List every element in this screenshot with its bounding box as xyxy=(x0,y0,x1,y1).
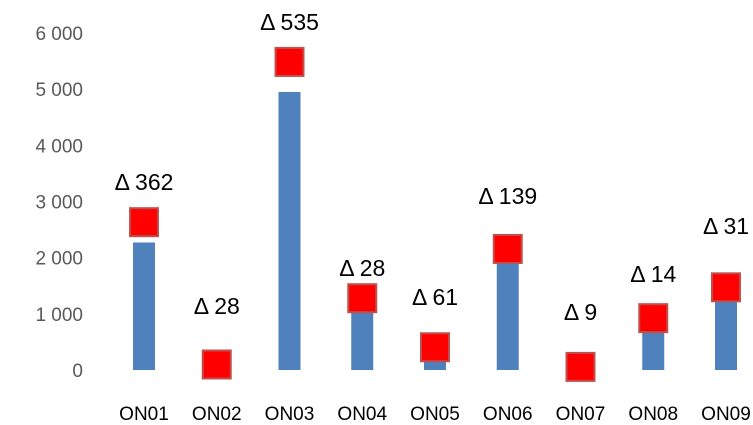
x-axis-labels: ON01 ON02 ON03 ON04 ON05 ON06 ON07 ON08 ON09 xyxy=(119,404,751,425)
delta-data-label: Δ 14 xyxy=(630,261,676,287)
x-category-label: ON04 xyxy=(337,404,387,425)
delta-data-label: Δ 61 xyxy=(412,284,458,310)
marker-point xyxy=(492,233,523,264)
bar xyxy=(496,260,519,370)
marker-point xyxy=(711,272,741,303)
y-axis-ticks: 0 1 000 2 000 3 000 4 000 5 000 6 000 xyxy=(35,24,83,382)
x-category-label: ON03 xyxy=(265,404,315,425)
x-category-label: ON05 xyxy=(410,404,460,425)
y-tick-label: 3 000 xyxy=(35,193,83,214)
x-category-label: ON01 xyxy=(119,404,169,425)
x-category-label: ON02 xyxy=(192,404,242,425)
bar xyxy=(424,360,446,370)
marker-point xyxy=(274,46,305,77)
marker-point xyxy=(420,332,450,363)
x-category-label: ON06 xyxy=(483,404,533,425)
y-tick-label: 1 000 xyxy=(35,305,83,326)
marker-point xyxy=(347,283,378,314)
bar xyxy=(278,91,301,370)
marker-point xyxy=(565,351,596,382)
bar xyxy=(351,311,374,370)
y-tick-label: 0 xyxy=(72,361,83,382)
y-tick-label: 6 000 xyxy=(35,24,83,45)
marker-point xyxy=(638,303,669,334)
bar xyxy=(642,330,665,370)
delta-data-label: Δ 139 xyxy=(478,183,537,209)
delta-data-label: Δ 31 xyxy=(703,213,749,239)
x-category-label: ON09 xyxy=(701,404,751,425)
y-tick-label: 2 000 xyxy=(35,249,83,270)
delta-data-label: Δ 28 xyxy=(194,293,240,319)
delta-data-label: Δ 9 xyxy=(564,299,597,325)
y-tick-label: 4 000 xyxy=(35,136,83,157)
x-category-label: ON07 xyxy=(556,404,606,425)
bar-series xyxy=(133,91,737,370)
y-tick-label: 5 000 xyxy=(35,80,83,101)
marker-series xyxy=(129,46,741,382)
marker-point xyxy=(129,207,159,238)
x-category-label: ON08 xyxy=(628,404,678,425)
bar xyxy=(715,299,737,370)
bar xyxy=(133,242,155,370)
marker-point xyxy=(201,349,232,380)
delta-data-label: Δ 535 xyxy=(260,9,319,35)
delta-labels: Δ 362 Δ 28 Δ 535 Δ 28 Δ 61 Δ 139 Δ 9 Δ 14 Δ 31 xyxy=(115,9,749,325)
delta-data-label: Δ 28 xyxy=(339,255,385,281)
delta-data-label: Δ 362 xyxy=(115,169,174,195)
